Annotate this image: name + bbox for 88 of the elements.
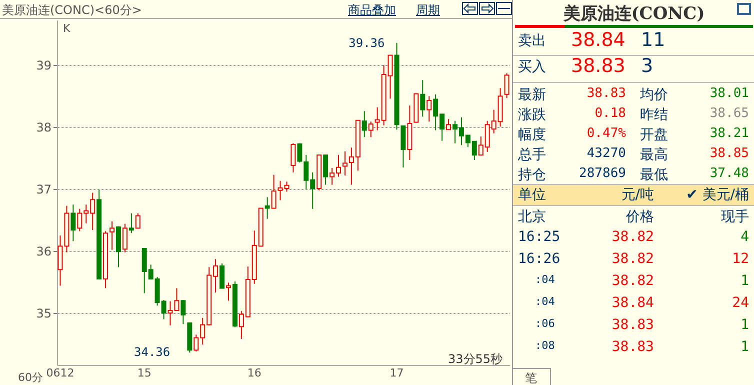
text: 最新 xyxy=(518,86,546,104)
candlestick xyxy=(264,196,270,220)
annotation: 39.36 xyxy=(348,36,385,50)
text: 38.82 xyxy=(612,229,654,245)
text: 16:25 xyxy=(518,229,560,245)
candlestick xyxy=(110,220,115,250)
text: 笔 xyxy=(525,370,537,385)
text: 均价 xyxy=(640,86,668,104)
text: 287869 xyxy=(579,166,626,181)
text: 24 xyxy=(732,295,749,311)
annotation: K xyxy=(63,22,70,35)
text: 38.65 xyxy=(710,106,749,121)
text: 北京 xyxy=(518,208,546,226)
candlestick xyxy=(70,204,76,242)
text: 3 xyxy=(641,55,654,77)
candlestick xyxy=(504,72,510,99)
candlestick xyxy=(362,110,367,138)
candlestick xyxy=(420,80,426,118)
text: 38.84 xyxy=(571,29,626,51)
text: 开盘 xyxy=(640,126,668,144)
text: 38.84 xyxy=(612,295,654,311)
candlestick xyxy=(180,299,186,325)
text: ✔ 美元/桶 xyxy=(686,186,749,204)
text: 43270 xyxy=(586,146,626,161)
text: 价格 xyxy=(626,208,654,226)
text: 元/吨 xyxy=(621,186,654,204)
text: 1 xyxy=(740,273,749,289)
text: 60分 xyxy=(18,370,43,385)
text: 38.82 xyxy=(612,273,654,289)
x-tick-label: 15 xyxy=(137,366,152,380)
text: 昨结 xyxy=(640,106,668,124)
text: 总手 xyxy=(518,146,546,164)
text: :04 xyxy=(535,295,555,308)
annotation: 33分55秒 xyxy=(448,351,503,368)
text: 1 xyxy=(740,339,749,355)
text: 38.21 xyxy=(710,126,749,141)
text: 周期 xyxy=(416,2,440,19)
text: :04 xyxy=(535,273,555,286)
text: 美原油连(CONC) xyxy=(562,3,706,25)
text: 38.83 xyxy=(612,317,654,333)
x-tick-label: 0612 xyxy=(46,366,74,380)
text: 涨跌 xyxy=(518,106,546,124)
candlestick xyxy=(135,212,140,229)
text: 商品叠加 xyxy=(348,2,396,19)
candlestick xyxy=(368,121,374,138)
text: 38.83 xyxy=(586,86,626,101)
text: 单位 xyxy=(518,186,546,204)
text: :08 xyxy=(535,339,555,352)
candlestick xyxy=(226,282,231,302)
text: 16:26 xyxy=(518,251,560,267)
candlestick xyxy=(323,154,328,186)
candlestick xyxy=(128,212,134,234)
text: 37.48 xyxy=(710,166,749,181)
candlestick xyxy=(220,262,225,289)
text: 38.83 xyxy=(571,55,626,77)
text: 38.85 xyxy=(710,146,749,161)
text: 11 xyxy=(641,29,666,51)
y-tick-label: 35 xyxy=(36,306,52,320)
x-tick-label: 16 xyxy=(247,366,262,380)
y-tick-label: 37 xyxy=(36,182,52,197)
candlestick xyxy=(446,118,452,130)
text: 4 xyxy=(740,229,749,245)
text: 1 xyxy=(740,317,749,333)
text: 卖出 xyxy=(518,32,546,50)
text: 0.47% xyxy=(586,126,626,141)
candlestick xyxy=(290,142,296,173)
candlestick xyxy=(400,125,406,168)
text: 持仓 xyxy=(518,166,546,184)
text: 38.82 xyxy=(612,251,654,267)
text: :06 xyxy=(535,317,555,330)
annotation: 34.36 xyxy=(134,345,170,359)
text: 现手 xyxy=(721,208,749,226)
chart-title: 美原油连(CONC)<60分> xyxy=(2,2,142,19)
text: 最高 xyxy=(640,146,668,164)
candlestick xyxy=(426,96,432,122)
text: 0.18 xyxy=(594,106,626,121)
candlestick xyxy=(122,223,128,253)
text: 38.01 xyxy=(710,86,749,101)
y-tick-label: 36 xyxy=(36,244,52,259)
y-tick-label: 39 xyxy=(36,58,52,73)
text: 幅度 xyxy=(518,126,546,144)
text: 12 xyxy=(732,251,749,267)
candlestick xyxy=(297,142,302,163)
y-tick-label: 38 xyxy=(36,120,52,135)
x-tick-label: 17 xyxy=(390,366,404,380)
text: 买入 xyxy=(518,58,546,76)
text: 最低 xyxy=(640,166,668,184)
text: 38.83 xyxy=(612,339,654,355)
